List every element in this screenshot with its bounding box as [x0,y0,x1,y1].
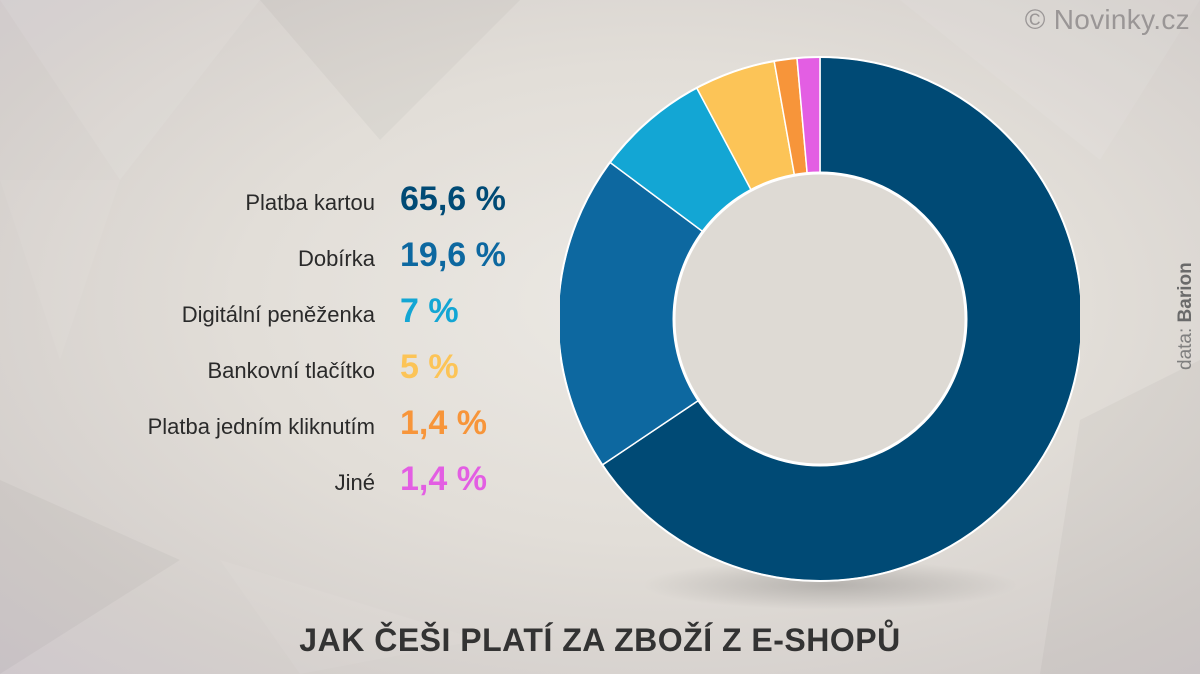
legend-label: Jiné [334,470,375,495]
chart-title: JAK ČEŠI PLATÍ ZA ZBOŽÍ Z E-SHOPŮ [299,622,901,658]
legend-value: 7 % [400,292,459,330]
legend-label: Bankovní tlačítko [207,358,375,383]
legend-item: Platba jedním kliknutím 1,4 % [0,402,560,452]
donut-chart [560,56,1080,582]
legend-label: Platba kartou [245,190,375,215]
legend-value: 65,6 % [400,180,506,218]
legend-item: Platba kartou 65,6 % [0,178,560,228]
legend-value: 1,4 % [400,404,487,442]
data-source: data: Barion [1175,262,1197,370]
legend-value: 1,4 % [400,460,487,498]
legend-item: Digitální peněženka 7 % [0,290,560,340]
legend-label: Dobírka [297,246,375,271]
data-source-prefix: data: [1175,327,1196,370]
legend-value: 5 % [400,348,459,386]
legend-value: 19,6 % [400,236,506,274]
legend-label: Platba jedním kliknutím [147,414,375,439]
legend-item: Jiné 1,4 % [0,458,560,508]
legend-label: Digitální peněženka [181,302,375,327]
copyright-credit: © Novinky.cz [1024,4,1190,35]
legend-item: Bankovní tlačítko 5 % [0,346,560,396]
donut-outer-border [560,56,1080,582]
legend-item: Dobírka 19,6 % [0,234,560,284]
donut-hole [672,171,968,467]
data-source-name: Barion [1175,262,1196,323]
